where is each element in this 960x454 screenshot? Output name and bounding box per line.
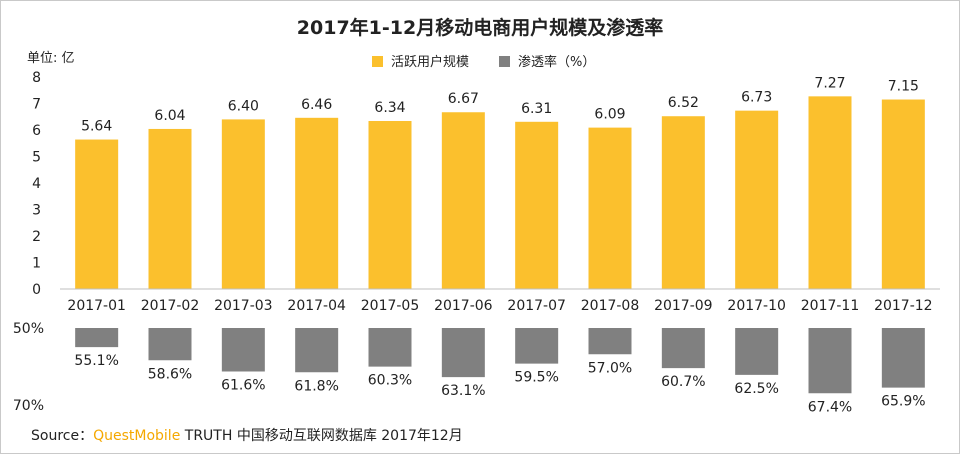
user-bar [808, 96, 852, 289]
x-tick-label: 2017-08 [581, 298, 640, 314]
rate-bar-label: 58.6% [148, 366, 192, 382]
user-bar [661, 116, 705, 289]
y-tick-label: 6 [32, 123, 41, 139]
rate-bar [148, 328, 192, 361]
rate-bar-label: 67.4% [808, 399, 852, 415]
legend-swatch-rate [499, 56, 510, 67]
rate-bar-label: 59.5% [514, 370, 558, 386]
user-bar-label: 6.40 [228, 98, 259, 114]
legend: 活跃用户规模 渗透率（%） [372, 54, 595, 70]
x-tick-label: 2017-10 [727, 298, 786, 314]
rate-bar [881, 328, 925, 388]
rate-bar-label: 65.9% [881, 394, 925, 410]
user-bar-label: 6.34 [374, 100, 405, 116]
user-bar-label: 7.15 [888, 79, 919, 95]
chart-title: 2017年1-12月移动电商用户规模及渗透率 [297, 16, 663, 39]
user-bar-label: 6.67 [448, 91, 479, 107]
y-tick-label: 0 [32, 282, 41, 298]
x-tick-label: 2017-06 [434, 298, 493, 314]
x-tick-label: 2017-07 [507, 298, 566, 314]
rate-bar-label: 63.1% [441, 383, 485, 399]
user-bar-label: 6.52 [668, 95, 699, 111]
user-bar-label: 5.64 [81, 119, 112, 135]
rate-bar-label: 55.1% [74, 353, 118, 369]
user-bar-label: 6.73 [741, 90, 772, 106]
y-axis: 0 1 2 3 4 5 6 7 8 [32, 70, 41, 298]
rate-bar [808, 328, 852, 394]
x-tick-label: 2017-01 [67, 298, 126, 314]
rate-bar-label: 57.0% [588, 360, 632, 376]
rate-bars: 55.1% 58.6% 61.6% 61.8% 60.3% 63.1% 59.5% 57.0%… [74, 328, 926, 415]
source-prefix: Source： [31, 428, 94, 444]
user-bar-label: 6.04 [154, 108, 185, 124]
rate-bar [295, 328, 339, 373]
y-tick-label: 7 [32, 97, 41, 113]
rate-bar-label: 60.7% [661, 374, 705, 390]
user-bar-label: 7.27 [814, 75, 845, 91]
user-bar [735, 110, 779, 289]
x-tick-label: 2017-12 [874, 298, 933, 314]
y2-axis: 50% 70% [13, 321, 44, 414]
y2-tick-label: 50% [13, 321, 44, 337]
user-bar [221, 119, 265, 290]
y-tick-label: 4 [32, 176, 41, 192]
user-bar [515, 121, 559, 289]
user-bar [881, 99, 925, 290]
y-tick-label: 2 [32, 229, 41, 245]
y-tick-label: 3 [32, 203, 41, 219]
x-tick-label: 2017-05 [361, 298, 420, 314]
source-note: Source：QuestMobile TRUTH 中国移动互联网数据库 2017… [31, 425, 463, 445]
user-bar [368, 120, 412, 290]
source-text: TRUTH 中国移动互联网数据库 2017年12月 [184, 428, 463, 444]
legend-label-rate: 渗透率（%） [518, 54, 595, 70]
user-bar [588, 127, 632, 290]
user-bars: 5.64 6.04 6.40 6.46 6.34 6.67 6.31 6.09 6.52 6.73… [75, 75, 925, 290]
x-tick-label: 2017-09 [654, 298, 713, 314]
x-tick-label: 2017-04 [287, 298, 346, 314]
y-tick-label: 1 [32, 256, 41, 272]
rate-bar [441, 328, 485, 378]
y-tick-label: 8 [32, 70, 41, 86]
user-bar-label: 6.46 [301, 97, 332, 113]
legend-label-users: 活跃用户规模 [391, 54, 469, 70]
rate-bar-label: 61.6% [221, 378, 265, 394]
y2-tick-label: 70% [13, 398, 44, 414]
legend-swatch-users [372, 56, 383, 67]
x-tick-label: 2017-02 [141, 298, 200, 314]
rate-bar [515, 328, 559, 364]
rate-bar [368, 328, 412, 367]
user-bar [75, 139, 119, 289]
user-bar [148, 128, 192, 289]
rate-bar [661, 328, 705, 369]
rate-bar-label: 62.5% [734, 381, 778, 397]
rate-bar [221, 328, 265, 372]
unit-label: 单位: 亿 [27, 51, 75, 66]
x-tick-label: 2017-11 [801, 298, 860, 314]
user-bar-label: 6.09 [594, 107, 625, 123]
rate-bar [588, 328, 632, 355]
rate-bar-label: 61.8% [294, 378, 338, 394]
rate-bar-label: 60.3% [368, 373, 412, 389]
x-tick-label: 2017-03 [214, 298, 273, 314]
y-tick-label: 5 [32, 150, 41, 166]
rate-bar [75, 328, 119, 348]
user-bar [295, 117, 339, 289]
rate-bar [735, 328, 779, 375]
user-bar-label: 6.31 [521, 101, 552, 117]
source-brand: QuestMobile [93, 428, 181, 444]
user-bar [441, 112, 485, 290]
x-axis-labels: 2017-01 2017-02 2017-03 2017-04 2017-05 2017-… [67, 298, 932, 314]
